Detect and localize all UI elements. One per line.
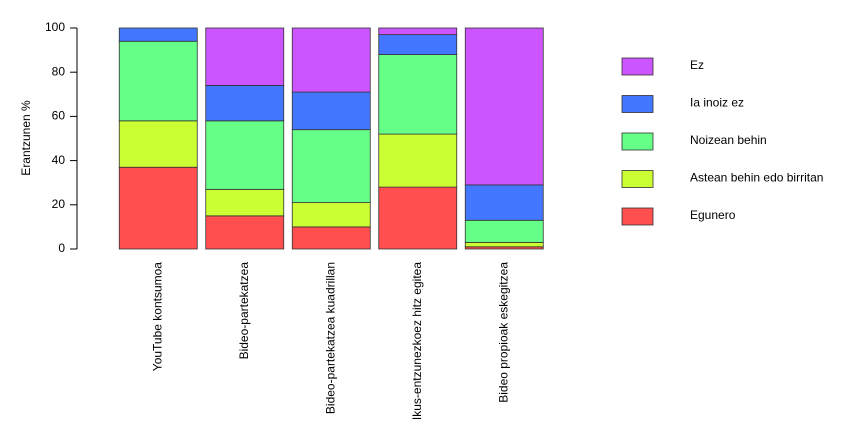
bar-segment [205, 188, 285, 217]
bar-segment [378, 54, 458, 135]
bar-segment [464, 241, 544, 248]
bar-segment [205, 215, 285, 250]
legend-swatch [621, 132, 654, 151]
y-tick-label: 0 [58, 241, 65, 255]
y-tick-label: 20 [52, 197, 66, 211]
legend-label: Noizean behin [690, 133, 767, 147]
bar-segment [464, 184, 544, 221]
bar-segment [291, 202, 371, 228]
x-tick-label: Ikus-entzunezkoez hitz egitea [410, 262, 424, 420]
bar-segment [464, 219, 544, 243]
legend-label: Egunero [690, 208, 736, 222]
x-tick-label: Bideo propioak eskegitzea [496, 262, 510, 403]
bar-segment [291, 27, 371, 93]
bar-segment [205, 120, 285, 190]
legend-label: Ia inoiz ez [690, 96, 744, 110]
bar-segment [205, 85, 285, 122]
bar-segment [118, 40, 198, 122]
x-tick-label: YouTube kontsumoa [150, 262, 164, 372]
legend-label: Astean behin edo birritan [690, 171, 823, 185]
bar-segment [464, 27, 544, 186]
y-tick-label: 60 [52, 109, 66, 123]
legend-swatch [621, 95, 654, 113]
legend-swatch [621, 207, 654, 226]
x-tick-label: Bideo-partekatzea kuadrillan [323, 262, 337, 414]
x-tick-label: Bideo-partekatzea [237, 262, 251, 360]
bar-segment [378, 34, 458, 55]
y-tick-label: 100 [45, 20, 65, 34]
legend-swatch [621, 57, 654, 76]
bar-segment [291, 226, 371, 250]
bar-segment [291, 129, 371, 203]
bar-segment [118, 166, 198, 250]
bar-segment [378, 186, 458, 250]
legend-swatch [621, 170, 654, 188]
bar-segment [291, 91, 371, 131]
bar-segment [118, 27, 198, 42]
y-axis-title: Erantzunen % [19, 100, 33, 176]
legend-label: Ez [690, 58, 704, 72]
bar-segment [205, 27, 285, 86]
bar-segment [118, 120, 198, 168]
y-tick-label: 80 [52, 64, 66, 78]
y-tick-label: 40 [52, 153, 66, 167]
bar-segment [378, 133, 458, 188]
bar-segment [378, 27, 458, 36]
